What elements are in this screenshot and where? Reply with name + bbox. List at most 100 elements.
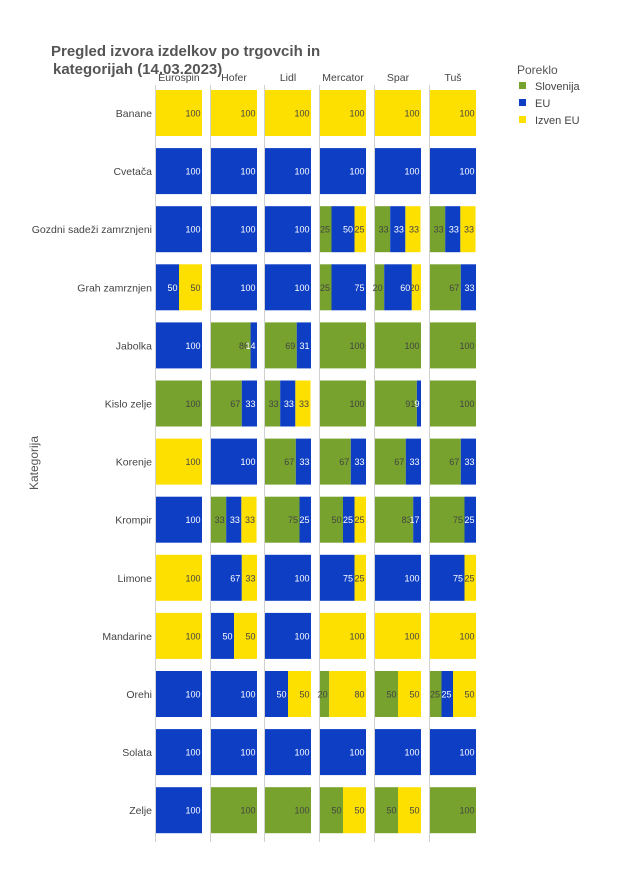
bar-value-label: 100 bbox=[459, 341, 474, 351]
bar-segment bbox=[460, 206, 476, 253]
bar-value-label: 100 bbox=[459, 806, 474, 816]
bar-segment bbox=[375, 148, 421, 195]
bar-value-label: 86 bbox=[239, 341, 249, 351]
bar-value-label: 100 bbox=[294, 167, 309, 177]
bar-segment bbox=[329, 671, 366, 717]
bar-segment bbox=[156, 671, 202, 717]
bar-segment bbox=[350, 438, 366, 485]
bar-segment bbox=[288, 671, 311, 717]
legend-label-0: Slovenija bbox=[535, 81, 581, 93]
bar-value-label: 67 bbox=[449, 457, 459, 467]
bar-value-label: 31 bbox=[299, 341, 309, 351]
bar-segment bbox=[265, 148, 311, 195]
bar-value-label: 67 bbox=[230, 399, 240, 409]
bar-value-label: 50 bbox=[276, 690, 286, 700]
bar-segment bbox=[320, 787, 343, 834]
bar-value-label: 50 bbox=[245, 631, 255, 641]
bar-value-label: 33 bbox=[449, 225, 459, 235]
bar-value-label: 83 bbox=[402, 515, 412, 525]
bar-value-label: 20 bbox=[318, 690, 328, 700]
bar-segment bbox=[460, 438, 476, 485]
bar-segment bbox=[211, 787, 257, 834]
bar-value-label: 67 bbox=[394, 457, 404, 467]
category-tick-label: Kislo zelje bbox=[105, 399, 152, 411]
bar-segment bbox=[156, 148, 202, 195]
bar-value-label: 100 bbox=[349, 341, 364, 351]
bar-segment bbox=[211, 438, 257, 485]
bar-value-label: 100 bbox=[240, 690, 255, 700]
bar-value-label: 50 bbox=[331, 806, 341, 816]
bar-segment bbox=[464, 496, 476, 543]
bar-segment bbox=[211, 554, 242, 601]
bar-segment bbox=[250, 322, 257, 369]
bar-value-label: 33 bbox=[269, 399, 279, 409]
legend-swatch-0 bbox=[519, 82, 526, 89]
facet-header-2: Lidl bbox=[280, 72, 296, 84]
bar-segment bbox=[430, 438, 461, 485]
bar-value-label: 50 bbox=[409, 806, 419, 816]
chart-title-line-1: Pregled izvora izdelkov po trgovcih in bbox=[51, 43, 320, 60]
bar-value-label: 20 bbox=[409, 283, 419, 293]
bar-value-label: 100 bbox=[404, 341, 419, 351]
bar-segment bbox=[156, 206, 202, 253]
bar-segment bbox=[441, 671, 453, 717]
bar-value-label: 100 bbox=[240, 748, 255, 758]
bar-value-label: 100 bbox=[294, 631, 309, 641]
bar-segment bbox=[430, 148, 476, 195]
bar-segment bbox=[460, 264, 476, 311]
bar-value-label: 25 bbox=[320, 283, 330, 293]
bar-value-label: 100 bbox=[404, 167, 419, 177]
bar-value-label: 100 bbox=[240, 457, 255, 467]
bar-segment bbox=[265, 671, 288, 717]
bar-value-label: 33 bbox=[299, 457, 309, 467]
bar-value-label: 33 bbox=[284, 399, 294, 409]
bar-value-label: 67 bbox=[284, 457, 294, 467]
category-tick-label: Limone bbox=[118, 573, 153, 585]
bar-segment bbox=[331, 206, 355, 253]
bar-segment bbox=[295, 438, 311, 485]
bar-value-label: 33 bbox=[299, 399, 309, 409]
bar-value-label: 33 bbox=[215, 515, 225, 525]
bar-value-label: 100 bbox=[185, 225, 200, 235]
bar-value-label: 25 bbox=[430, 690, 440, 700]
bar-value-label: 100 bbox=[240, 167, 255, 177]
bar-value-label: 100 bbox=[404, 748, 419, 758]
bar-segment bbox=[156, 612, 202, 659]
bar-value-label: 100 bbox=[459, 399, 474, 409]
bar-value-label: 33 bbox=[464, 457, 474, 467]
bar-segment bbox=[453, 671, 476, 717]
bar-value-label: 75 bbox=[343, 573, 353, 583]
bar-segment bbox=[430, 206, 446, 253]
bar-value-label: 100 bbox=[349, 167, 364, 177]
bar-value-label: 100 bbox=[294, 283, 309, 293]
bar-segment bbox=[234, 612, 257, 659]
bar-value-label: 100 bbox=[349, 748, 364, 758]
bar-value-label: 100 bbox=[294, 225, 309, 235]
facet-header-3: Mercator bbox=[322, 72, 364, 84]
bar-value-label: 25 bbox=[343, 515, 353, 525]
bar-value-label: 100 bbox=[459, 631, 474, 641]
bar-value-label: 100 bbox=[185, 457, 200, 467]
bar-segment bbox=[411, 264, 421, 311]
bar-segment bbox=[211, 264, 257, 311]
bar-segment bbox=[390, 206, 406, 253]
bar-segment bbox=[405, 438, 421, 485]
bar-segment bbox=[265, 554, 311, 601]
bar-value-label: 33 bbox=[245, 399, 255, 409]
bar-value-label: 50 bbox=[190, 283, 200, 293]
bar-segment bbox=[320, 90, 366, 136]
bar-value-label: 33 bbox=[409, 225, 419, 235]
category-tick-label: Gozdni sadeži zamrznjeni bbox=[32, 224, 152, 236]
bar-segment bbox=[343, 787, 366, 834]
bar-segment bbox=[375, 554, 421, 601]
bar-segment bbox=[241, 496, 257, 543]
bar-segment bbox=[265, 206, 311, 253]
bar-value-label: 50 bbox=[464, 690, 474, 700]
bar-value-label: 75 bbox=[288, 515, 298, 525]
legend-label-1: EU bbox=[535, 98, 550, 110]
bar-value-label: 75 bbox=[354, 283, 364, 293]
bar-value-label: 20 bbox=[373, 283, 383, 293]
